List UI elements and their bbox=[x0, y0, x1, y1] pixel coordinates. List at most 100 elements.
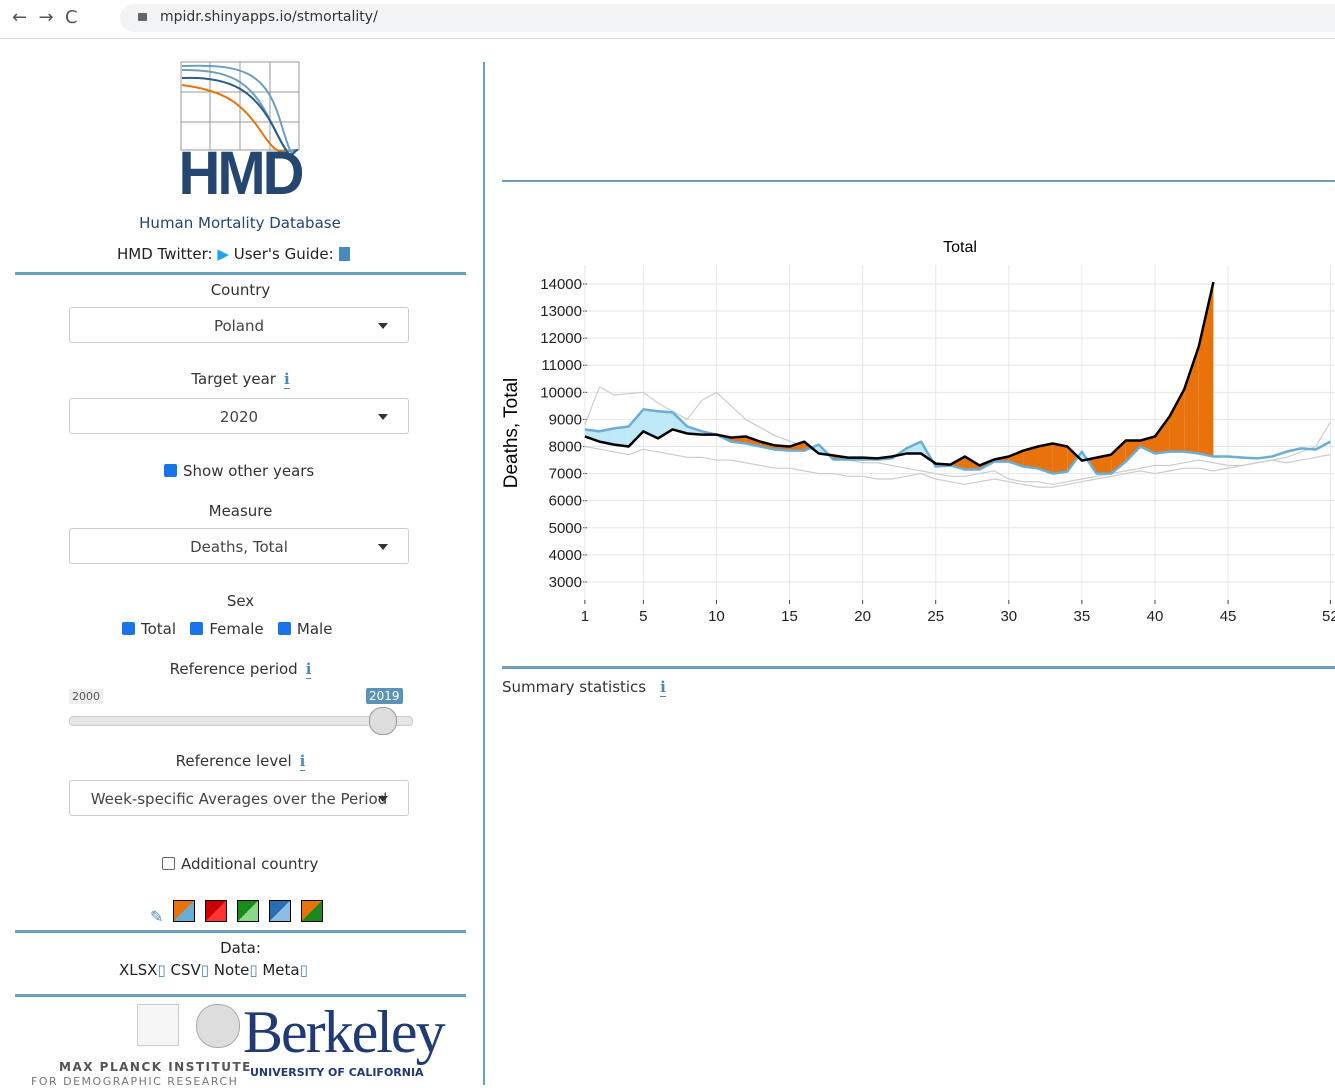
x-tick-label: 52 bbox=[1322, 608, 1335, 625]
reference-period-text: Reference period bbox=[169, 660, 298, 678]
data-link[interactable]: Meta bbox=[262, 961, 300, 979]
slider-min: 2000 bbox=[69, 689, 103, 704]
target-year-select[interactable]: 2020 bbox=[69, 398, 409, 434]
y-axis-label: Deaths, Total bbox=[501, 378, 522, 489]
summary: Summary statistics i bbox=[502, 678, 666, 697]
chart: Total Deaths, Total 3000 4000 5000 6000 7000 80… bbox=[501, 239, 1335, 625]
difference-area bbox=[1096, 454, 1112, 474]
reference-level-label: Reference level i bbox=[15, 752, 466, 771]
address-bar[interactable] bbox=[120, 4, 1335, 32]
separator bbox=[15, 994, 466, 997]
show-other-years[interactable]: Show other years bbox=[164, 462, 314, 480]
difference-area bbox=[1198, 282, 1214, 457]
sex-option[interactable]: Male bbox=[296, 620, 333, 638]
additional-country[interactable]: Additional country bbox=[162, 855, 318, 873]
x-tick-label: 20 bbox=[854, 608, 871, 625]
difference-area bbox=[1067, 446, 1079, 472]
panel-line bbox=[502, 180, 1335, 182]
difference-area bbox=[1184, 346, 1199, 454]
y-tick-label: 3000 bbox=[549, 574, 582, 591]
y-tick-label: 14000 bbox=[540, 276, 582, 293]
file-icon: ▯ bbox=[249, 961, 258, 979]
series-line bbox=[584, 386, 1331, 486]
separator bbox=[15, 930, 466, 933]
show-other-years-text: Show other years bbox=[183, 462, 315, 480]
country-select[interactable]: Poland bbox=[69, 307, 409, 343]
target-year-label: Target year i bbox=[15, 370, 466, 389]
difference-area bbox=[1052, 443, 1068, 474]
info-icon[interactable]: i bbox=[305, 660, 312, 679]
info-icon[interactable]: i bbox=[660, 678, 666, 697]
reference-level-select[interactable]: Week-specific Averages over the Period bbox=[69, 780, 409, 816]
guide-icon bbox=[338, 247, 350, 261]
logo-caption: Human Mortality Database bbox=[139, 214, 341, 232]
checkbox[interactable] bbox=[190, 622, 204, 635]
y-tick-label: 5000 bbox=[549, 520, 582, 537]
difference-area bbox=[628, 409, 644, 447]
lock-icon bbox=[138, 13, 147, 21]
y-tick-label: 4000 bbox=[549, 547, 582, 564]
uc: UNIVERSITY OF CALIFORNIA bbox=[250, 1066, 424, 1079]
twitter-link[interactable]: HMD Twitter: bbox=[117, 245, 213, 263]
x-tick-label: 35 bbox=[1074, 608, 1091, 625]
data-link[interactable]: XLSX bbox=[119, 961, 158, 979]
difference-area bbox=[1154, 416, 1170, 454]
data-link[interactable]: Note bbox=[213, 961, 250, 979]
guide-link[interactable]: User's Guide: bbox=[233, 245, 334, 263]
file-icon: ▯ bbox=[299, 961, 308, 979]
palette[interactable] bbox=[173, 900, 196, 922]
target-year-text: Target year bbox=[191, 370, 276, 388]
checkbox[interactable] bbox=[277, 622, 291, 635]
checkbox[interactable] bbox=[122, 622, 135, 635]
y-tick-label: 10000 bbox=[540, 384, 582, 401]
nav-icons[interactable]: ← → C bbox=[12, 7, 78, 28]
x-tick-label: 40 bbox=[1147, 608, 1164, 625]
measure-label: Measure bbox=[208, 502, 273, 520]
sex-option[interactable]: Total bbox=[141, 620, 177, 638]
info-icon[interactable]: i bbox=[283, 370, 290, 389]
difference-area bbox=[599, 428, 615, 445]
x-tick-label: 5 bbox=[639, 608, 647, 625]
links-row: HMD Twitter: ▶ User's Guide: bbox=[117, 245, 350, 263]
series-line bbox=[584, 408, 1331, 475]
palette[interactable] bbox=[301, 900, 324, 922]
palette[interactable] bbox=[205, 900, 228, 922]
slider-track[interactable] bbox=[69, 716, 413, 726]
additional-country-text: Additional country bbox=[181, 855, 319, 873]
sex-label: Sex bbox=[226, 592, 255, 610]
difference-area bbox=[1111, 440, 1126, 474]
y-tick-label: 8000 bbox=[549, 439, 582, 456]
file-icon: ▯ bbox=[157, 961, 166, 979]
mpi-name: MAX PLANCK INSTITUTE bbox=[59, 1060, 252, 1074]
y-tick-label: 11000 bbox=[541, 357, 582, 374]
chart-title: Total bbox=[943, 239, 977, 256]
palette[interactable] bbox=[237, 900, 260, 922]
checkbox[interactable] bbox=[164, 464, 177, 477]
url[interactable]: mpidr.shinyapps.io/stmortality/ bbox=[160, 9, 378, 25]
checkbox[interactable] bbox=[162, 857, 175, 870]
series-line bbox=[584, 281, 1215, 467]
info-icon[interactable]: i bbox=[299, 752, 306, 771]
palette[interactable] bbox=[269, 900, 292, 922]
country-label: Country bbox=[210, 281, 271, 299]
sex-option[interactable]: Female bbox=[209, 620, 264, 638]
mpi-sub: FOR DEMOGRAPHIC RESEARCH bbox=[31, 1075, 239, 1088]
browser-bar: ← → C mpidr.shinyapps.io/stmortality/ bbox=[0, 0, 1335, 39]
difference-area bbox=[1038, 443, 1053, 474]
slider-handle[interactable] bbox=[369, 707, 397, 735]
x-tick-label: 1 bbox=[581, 608, 589, 625]
separator bbox=[15, 272, 466, 275]
brush-icon: ✎ bbox=[150, 907, 164, 926]
data-link[interactable]: CSV bbox=[170, 961, 201, 979]
y-tick-label: 13000 bbox=[540, 303, 582, 320]
x-tick-label: 45 bbox=[1220, 608, 1237, 625]
hmd-logo bbox=[180, 61, 300, 156]
x-tick-label: 30 bbox=[1000, 608, 1017, 625]
difference-area bbox=[1023, 446, 1039, 469]
measure-select[interactable]: Deaths, Total bbox=[69, 528, 409, 564]
mpi-emblem bbox=[137, 1004, 179, 1046]
y-tick-label: 9000 bbox=[549, 411, 582, 428]
twitter-icon: ▶ bbox=[217, 245, 229, 263]
